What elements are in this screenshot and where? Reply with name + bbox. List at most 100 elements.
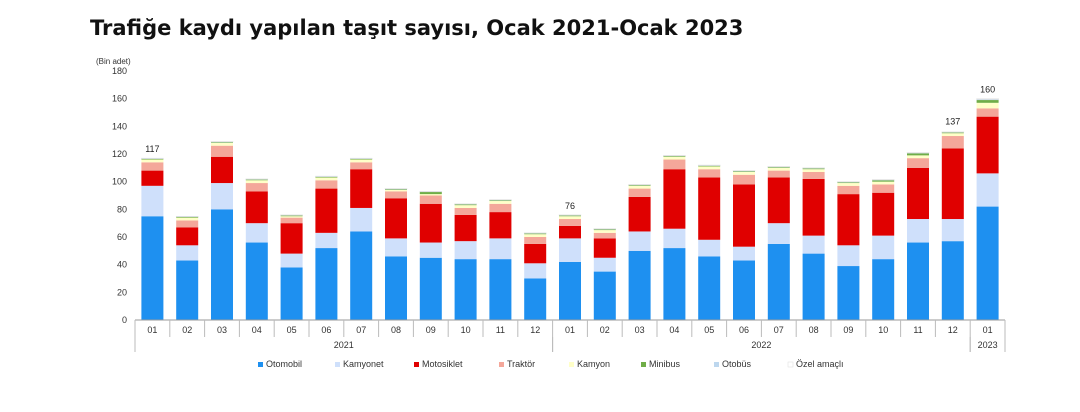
bar-segment-motosiklet xyxy=(489,212,512,239)
bar-segment-motosiklet xyxy=(767,177,790,224)
bar-segment-traktör xyxy=(559,219,581,226)
bar-segment-kamyonet xyxy=(315,232,338,249)
bar-segment-kamyon xyxy=(837,183,860,186)
y-tick-label: 40 xyxy=(117,260,127,270)
bar-segment-traktör xyxy=(280,217,303,224)
bar-segment-kamyonet xyxy=(385,238,407,257)
bar-segment-traktör xyxy=(593,232,616,239)
x-tick-label: 09 xyxy=(843,325,853,335)
bar-segment-kamyon xyxy=(907,155,929,159)
bar-segment-traktör xyxy=(141,162,164,171)
bar-segment-motosiklet xyxy=(280,223,303,254)
bar-segment-kamyon xyxy=(976,102,999,109)
data-labels: 117 76 137 160 xyxy=(145,85,995,211)
bar-segment-traktör xyxy=(385,191,407,199)
x-tick-label: 05 xyxy=(287,325,297,335)
bar-segment-motosiklet xyxy=(524,243,547,264)
x-tick-label: 11 xyxy=(496,325,505,335)
bar-segment-motosiklet xyxy=(663,169,686,229)
chart-title: Trafiğe kaydı yapılan taşıt sayısı, Ocak… xyxy=(90,16,744,40)
bar-segment-minibus xyxy=(872,180,895,182)
legend-swatch xyxy=(569,362,574,367)
bar-segment-otomobil xyxy=(280,267,303,320)
bar-segment-kamyonet xyxy=(802,235,825,254)
legend-swatch xyxy=(641,362,646,367)
legend-swatch xyxy=(787,361,794,368)
bar-segment-otomobil xyxy=(245,242,268,320)
x-tick-label: 04 xyxy=(252,325,262,335)
bar-segment-motosiklet xyxy=(698,177,721,240)
bar-segment-kamyon xyxy=(872,181,895,185)
y-axis-unit-label: (Bin adet) xyxy=(96,57,131,66)
bar-segment-otomobil xyxy=(802,253,825,320)
bar-segment-traktör xyxy=(698,169,721,178)
bar-segment-minibus xyxy=(245,179,268,181)
bar-segment-minibus xyxy=(176,216,199,218)
bar-segment-kamyon xyxy=(941,133,964,137)
bar-segment-minibus xyxy=(941,132,964,134)
bar-segment-kamyonet xyxy=(872,235,895,260)
x-tick-label: 12 xyxy=(948,325,958,335)
bar-segment-kamyonet xyxy=(454,241,477,260)
bar-segment-minibus xyxy=(350,158,373,160)
x-tick-label: 08 xyxy=(391,325,401,335)
legend-swatch xyxy=(335,362,340,367)
bar-segment-motosiklet xyxy=(872,192,895,236)
bar-segment-otomobil xyxy=(976,206,999,320)
bar-segment-motosiklet xyxy=(350,169,373,208)
bar-segment-otomobil xyxy=(141,216,164,320)
x-tick-label: 06 xyxy=(321,325,331,335)
bar-segment-kamyonet xyxy=(628,231,651,251)
bar-segment-traktör xyxy=(176,220,199,228)
y-tick-label: 140 xyxy=(112,121,127,131)
bar-segment-traktör xyxy=(872,184,895,193)
bar-segment-motosiklet xyxy=(593,238,616,258)
legend: Otomobil Kamyonet Motosiklet Traktör Kamyon M… xyxy=(258,359,844,369)
bar-segment-kamyonet xyxy=(663,228,686,249)
legend-label: Kamyonet xyxy=(343,359,384,369)
bar-segment-minibus xyxy=(454,204,477,206)
bar-segment-kamyonet xyxy=(176,245,199,261)
bar-segment-otomobil xyxy=(767,243,790,320)
y-tick-label: 0 xyxy=(122,315,127,325)
bar-segment-kamyonet xyxy=(419,242,442,258)
x-tick-label: 02 xyxy=(600,325,610,335)
x-tick-label: 03 xyxy=(217,325,227,335)
bar-segment-otomobil xyxy=(872,259,895,320)
bar-segment-kamyonet xyxy=(559,238,581,262)
bar-segment-motosiklet xyxy=(419,203,442,243)
bar-segment-kamyon xyxy=(245,180,268,184)
bar-segment-motosiklet xyxy=(941,148,964,220)
legend-label: Özel amaçlı xyxy=(796,359,844,369)
bar-segment-kamyon xyxy=(315,177,338,181)
bar-segment-motosiklet xyxy=(315,188,338,233)
bar-segment-traktör xyxy=(802,171,825,179)
legend-label: Traktör xyxy=(507,359,535,369)
legend-label: Kamyon xyxy=(577,359,610,369)
bar-segment-motosiklet xyxy=(211,156,233,184)
data-label: 76 xyxy=(565,201,575,211)
bar-segment-minibus xyxy=(419,192,442,195)
bar-segment-traktör xyxy=(524,237,547,244)
bar-segment-motosiklet xyxy=(176,227,199,246)
bar-segment-minibus xyxy=(663,156,686,157)
y-tick-label: 120 xyxy=(112,149,127,159)
bar-segment-kamyon xyxy=(176,217,199,221)
bar-segment-otomobil xyxy=(628,250,651,320)
x-tick-label: 07 xyxy=(356,325,366,335)
bar-segment-kamyon xyxy=(559,216,581,220)
bar-segment-minibus xyxy=(524,233,547,235)
bar-segment-otomobil xyxy=(907,242,929,320)
bar-segment-kamyon xyxy=(767,167,790,171)
bar-segment-minibus xyxy=(141,158,164,160)
y-axis: 0 20 40 60 80 100 120 140 160 180 xyxy=(112,66,127,325)
bar-segment-otomobil xyxy=(559,261,581,320)
bar-segment-kamyonet xyxy=(837,245,860,267)
bar-segment-kamyon xyxy=(419,194,442,196)
x-axis: 01 02 03 04 05 06 07 08 09 10 11 12 01 02 03 04 05 06 07 08… xyxy=(134,319,1006,352)
bar-segment-minibus xyxy=(559,215,581,217)
bar-segment-minibus xyxy=(837,182,860,184)
y-tick-label: 60 xyxy=(117,232,127,242)
x-tick-label: 02 xyxy=(182,325,192,335)
bar-segment-motosiklet xyxy=(976,116,999,174)
